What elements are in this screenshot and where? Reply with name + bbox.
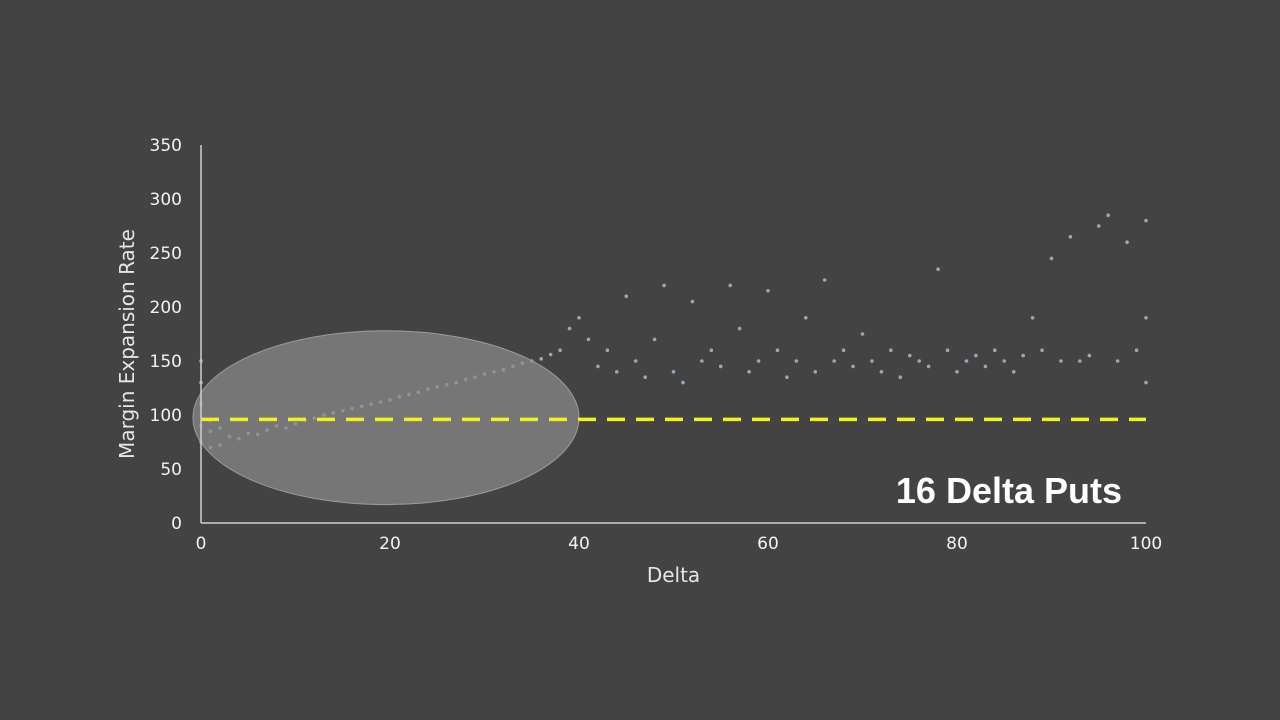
data-point — [964, 359, 969, 363]
y-tick-label: 50 — [160, 460, 182, 480]
data-point — [718, 364, 723, 369]
y-tick-label: 300 — [150, 190, 182, 210]
data-point — [633, 359, 638, 363]
data-point — [624, 294, 629, 299]
y-tick-label: 0 — [171, 514, 182, 534]
data-point — [851, 364, 855, 369]
data-point — [586, 337, 591, 342]
data-point — [1030, 316, 1035, 320]
data-point — [756, 359, 761, 363]
y-tick-label: 200 — [150, 298, 182, 318]
x-tick-label: 40 — [568, 534, 590, 554]
data-point — [681, 380, 685, 385]
data-point — [766, 289, 770, 293]
data-point — [822, 278, 827, 282]
x-tick-label: 80 — [946, 534, 968, 554]
data-point — [567, 326, 572, 331]
y-tick-label: 150 — [150, 352, 182, 372]
data-point — [983, 364, 988, 369]
data-point — [643, 375, 647, 380]
data-point — [917, 359, 921, 363]
y-axis-title: Margin Expansion Rate — [115, 229, 139, 459]
data-point — [1078, 359, 1082, 363]
y-tick-label: 350 — [150, 136, 182, 156]
y-tick-label: 250 — [150, 244, 182, 264]
data-point — [1144, 218, 1148, 223]
data-point — [709, 348, 714, 353]
data-point — [1096, 224, 1101, 228]
data-point — [813, 370, 818, 374]
data-point — [662, 283, 666, 288]
data-point — [926, 364, 931, 369]
data-point — [1125, 240, 1129, 244]
chart-annotation: 16 Delta Puts — [896, 470, 1122, 511]
data-point — [1021, 353, 1025, 358]
data-point — [700, 359, 704, 363]
data-point — [615, 370, 619, 374]
data-point — [747, 370, 751, 374]
x-tick-label: 0 — [196, 534, 207, 554]
data-point — [1011, 370, 1016, 374]
x-tick-label: 20 — [379, 534, 401, 554]
data-point — [671, 370, 676, 374]
data-point — [1144, 316, 1148, 320]
data-point — [1144, 380, 1148, 385]
y-tick-label: 100 — [150, 406, 182, 426]
y-axis-ticks: 0 50 100 150 200 250 300 350 — [150, 136, 182, 534]
data-point — [785, 375, 789, 380]
data-point — [879, 370, 884, 374]
x-axis-ticks: 0 20 40 60 80 100 — [196, 534, 1163, 554]
data-point — [596, 364, 600, 369]
data-point — [841, 348, 846, 353]
data-point — [1106, 213, 1110, 217]
data-point — [652, 337, 657, 342]
data-point — [804, 316, 808, 320]
data-point — [558, 348, 562, 353]
x-axis-title: Delta — [647, 563, 700, 587]
data-point — [577, 316, 581, 320]
data-point — [737, 326, 742, 331]
data-point — [832, 359, 836, 363]
data-point — [955, 370, 959, 374]
x-tick-label: 60 — [757, 534, 779, 554]
data-point — [1040, 348, 1044, 353]
data-point — [794, 359, 799, 363]
data-point — [898, 375, 903, 380]
data-point — [1059, 359, 1063, 363]
data-point — [1134, 348, 1139, 353]
data-point — [1115, 359, 1120, 363]
data-point — [728, 283, 732, 288]
data-point — [1068, 235, 1073, 239]
data-point — [690, 299, 695, 304]
x-tick-label: 100 — [1130, 534, 1162, 554]
data-point — [907, 353, 912, 358]
data-point — [870, 359, 874, 363]
data-point — [889, 348, 893, 353]
data-point — [860, 332, 865, 336]
data-point — [974, 353, 978, 358]
data-point — [548, 352, 553, 357]
data-point — [1002, 359, 1007, 363]
data-point — [539, 357, 543, 361]
data-point — [936, 267, 940, 272]
data-point — [993, 348, 997, 353]
data-point — [605, 348, 610, 353]
data-point — [1049, 256, 1054, 261]
data-point — [1087, 353, 1092, 358]
data-point — [945, 348, 950, 353]
data-point — [775, 348, 780, 353]
